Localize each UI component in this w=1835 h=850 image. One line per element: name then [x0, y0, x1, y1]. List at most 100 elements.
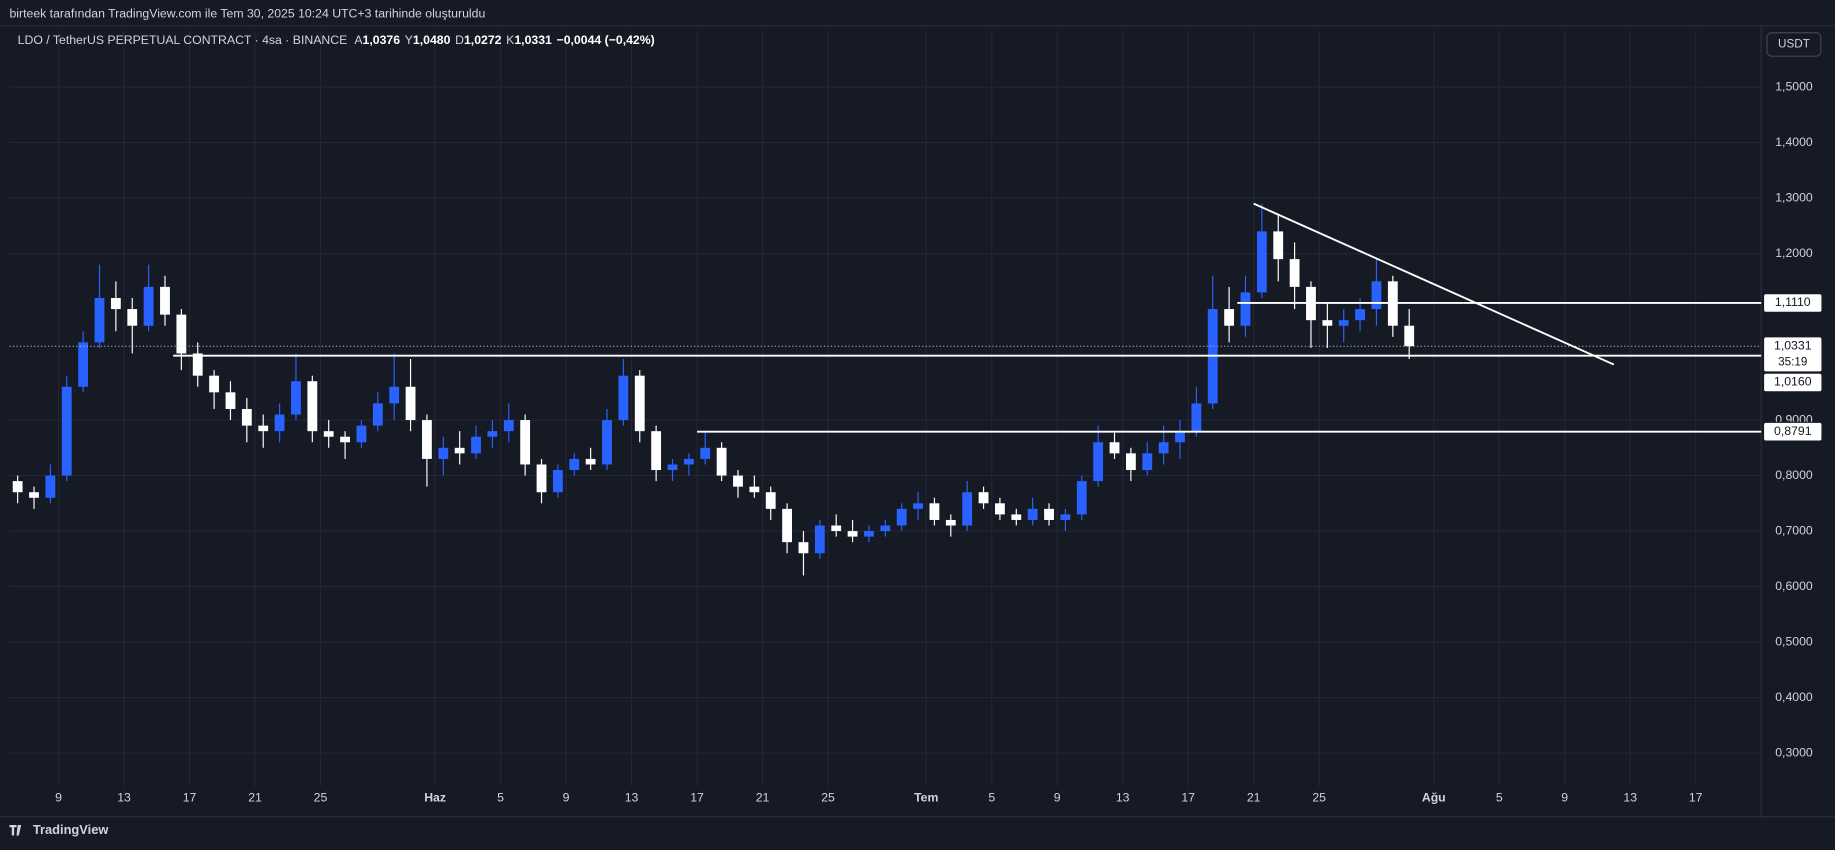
candle-body	[978, 492, 989, 504]
candle-body	[733, 475, 743, 487]
price-label-box	[1762, 293, 1823, 313]
legend-key: A	[354, 33, 363, 47]
candle-body	[716, 447, 727, 476]
candle-body	[765, 492, 776, 509]
x-tick-label: 13	[1116, 790, 1130, 804]
candle-body	[225, 392, 236, 409]
x-tick-label: 9	[563, 790, 570, 804]
x-tick-label: 25	[314, 790, 328, 804]
currency-label[interactable]: USDT	[1778, 38, 1810, 51]
candle-body	[814, 525, 825, 554]
candle-body	[389, 386, 400, 404]
candle-body	[291, 381, 301, 415]
candle-body	[503, 420, 514, 432]
candle-body	[864, 531, 874, 537]
x-tick-label: 25	[1312, 790, 1326, 804]
y-tick-label: 1,3000	[1775, 190, 1813, 204]
candle-body	[372, 403, 383, 426]
candle-body	[1093, 442, 1104, 482]
y-tick-label: 1,4000	[1775, 135, 1813, 149]
candle-body	[160, 286, 170, 315]
x-tick-label: 21	[756, 790, 770, 804]
last-price-box	[1762, 336, 1823, 373]
candle-body	[1338, 320, 1349, 326]
candle-body	[241, 408, 252, 426]
candle-body	[176, 314, 187, 354]
price-label-box	[1762, 372, 1823, 393]
legend-symbol: LDO / TetherUS PERPETUAL CONTRACT · 4sa …	[18, 33, 348, 47]
candle-body	[962, 492, 973, 526]
candle-body	[323, 431, 334, 437]
legend-key: Y	[405, 33, 413, 47]
candle-body	[12, 481, 23, 493]
x-tick-label: 9	[55, 790, 62, 804]
header-caption: birteek tarafından TradingView.com ile T…	[9, 6, 485, 20]
candle-body	[1289, 259, 1300, 287]
y-tick-label: 1,2000	[1775, 246, 1813, 260]
y-tick-label: 0,8000	[1775, 468, 1813, 482]
candle-body	[880, 525, 891, 532]
candle-body	[995, 503, 1005, 515]
candle-body	[1158, 442, 1169, 454]
candle-body	[192, 353, 203, 376]
x-tick-label: 5	[988, 790, 995, 804]
x-tick-label: 5	[497, 790, 504, 804]
candle-body	[258, 425, 269, 432]
candle-body	[1240, 292, 1251, 326]
x-tick-label: Ağu	[1422, 790, 1446, 804]
candle-body	[1355, 309, 1365, 321]
candle-body	[618, 375, 629, 421]
x-tick-label: 5	[1496, 790, 1503, 804]
candle-body	[831, 525, 842, 532]
x-tick-label: 9	[1561, 790, 1568, 804]
trendline	[1253, 202, 1615, 366]
x-tick-label: 13	[117, 790, 131, 804]
y-tick-label: 0,5000	[1775, 634, 1813, 648]
candle-body	[356, 425, 367, 443]
candle-body	[143, 286, 154, 326]
candle-body	[1027, 508, 1038, 520]
x-tick-label: Haz	[424, 790, 446, 804]
candle-body	[782, 508, 793, 543]
candle-body	[749, 486, 760, 493]
price-label: 1,0160	[1774, 375, 1812, 389]
candle-body	[1011, 514, 1022, 520]
countdown-label: 35:19	[1778, 356, 1807, 369]
x-tick-label: 17	[1689, 790, 1703, 804]
candle-body	[1044, 508, 1054, 520]
candle-body	[552, 470, 563, 493]
last-price-label: 1,0331	[1774, 338, 1812, 352]
candle-body	[127, 309, 138, 326]
legend-value: 1,0376	[363, 33, 401, 47]
candle-body	[487, 431, 498, 437]
candle-body	[585, 458, 596, 465]
candle-body	[1076, 481, 1087, 515]
y-tick-label: 1,5000	[1775, 79, 1813, 93]
x-tick-label: 17	[183, 790, 197, 804]
currency-button[interactable]	[1766, 32, 1822, 57]
candle-body	[110, 297, 121, 310]
candle-body	[1371, 281, 1382, 310]
candle-body	[683, 458, 694, 465]
candle-body	[45, 475, 56, 498]
candle-body	[1404, 325, 1415, 347]
legend-value: 1,0272	[464, 33, 502, 47]
price-label: 1,1110	[1775, 295, 1811, 309]
y-tick-label: 0,3000	[1775, 745, 1813, 759]
legend-change: −0,0044 (−0,42%)	[557, 33, 655, 47]
x-tick-label: 13	[625, 790, 639, 804]
brand-logo	[9, 824, 22, 836]
candle-body	[913, 503, 923, 509]
y-tick-label: 0,4000	[1775, 690, 1813, 704]
x-tick-label: 21	[1247, 790, 1261, 804]
candle-body	[1191, 403, 1202, 432]
candle-body	[454, 447, 465, 454]
x-tick-label: 9	[1054, 790, 1061, 804]
x-tick-label: 13	[1623, 790, 1637, 804]
footer-brand: TradingView	[33, 822, 110, 837]
candle-body	[1125, 453, 1136, 471]
candle-body	[1142, 453, 1153, 471]
price-label-box	[1762, 421, 1823, 442]
